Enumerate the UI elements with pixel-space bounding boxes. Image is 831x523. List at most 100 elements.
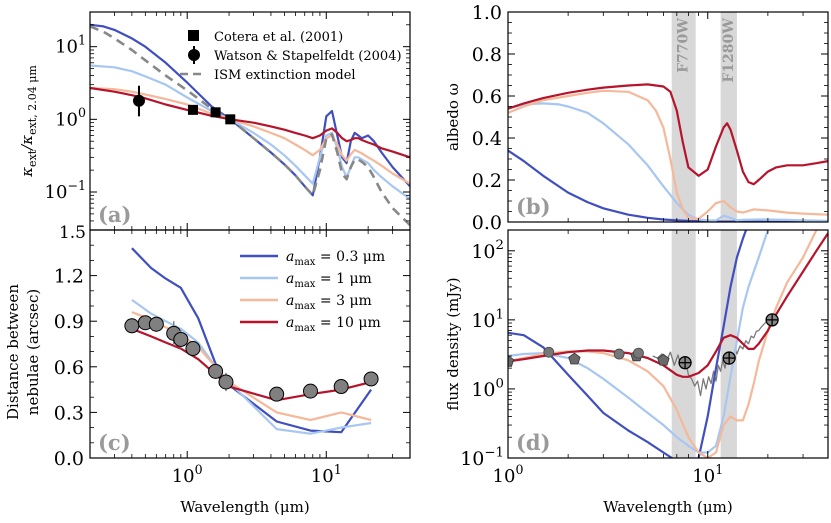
- panel-d-band-1: [720, 230, 737, 458]
- panel-c-xtick-label-1: 101: [311, 462, 342, 487]
- panel-a-series-3: [90, 86, 410, 159]
- panel-c-legend-sym-1: a: [286, 271, 294, 287]
- panel-c-legend-label-2: amax = 3 μm: [286, 293, 372, 312]
- panel-b-ylabel: albedo ω: [444, 83, 462, 151]
- panel-d-ytick-label-2: 101: [471, 307, 504, 332]
- panel-d-ytick-label-3-base: 10: [471, 241, 495, 263]
- panel-c-legend-sub-1: max: [294, 279, 315, 290]
- panel-a-ytick-label-1-base: 10: [55, 109, 78, 130]
- panel-d-panel-label: (d): [516, 430, 551, 455]
- panel-d-pentagon-point-0: [508, 354, 515, 367]
- x-axis-label-right-text: Wavelength (: [603, 498, 703, 516]
- panel-b-ytick-label-3: 0.6: [472, 86, 502, 108]
- panel-b-series-1: [508, 102, 828, 222]
- panel-a-ytick-label-1: 100: [55, 105, 86, 130]
- panel-a-series-2: [90, 86, 410, 185]
- axes-frames-layer: [89, 11, 829, 459]
- panel-a-ytick-label-0-exp: −1: [67, 178, 86, 193]
- panel-a-ylabel: κext/κext, 2.04 μm: [18, 65, 39, 178]
- panel-d-circle-point-0: [543, 346, 555, 358]
- panel-c-legend-val-3: = 10 μm: [315, 315, 380, 331]
- panel-d-ytick-label-0-base: 10: [460, 448, 484, 470]
- panel-c-xtick-label-0: 100: [172, 462, 203, 487]
- x-axis-label-right-unit: μm): [703, 498, 733, 516]
- panel-d-ytick-label-1-base: 10: [471, 379, 495, 401]
- panel-c-legend-sym-0: a: [286, 249, 294, 265]
- panel-c-legend-sub-0: max: [294, 257, 315, 268]
- panel-b-frame: [507, 11, 829, 223]
- panel-b-band-label-1: F1280W: [721, 18, 737, 83]
- panel-c-obs-point-8: [269, 386, 285, 402]
- panel-d-ytick-label-1: 100: [471, 376, 504, 401]
- panel-d-xtick-label-1-base: 10: [692, 466, 715, 487]
- panel-a-ytick-label-2-base: 10: [55, 37, 78, 58]
- panel-a-ytick-label-2: 101: [55, 33, 86, 58]
- panel-d-ytick-label-2-base: 10: [471, 310, 495, 332]
- panel-b-series-3: [508, 83, 828, 186]
- panel-a-cotera-point-1: [210, 107, 221, 118]
- panel-c-obs-point-4: [173, 331, 189, 347]
- panel-a-legend-label-0: Cotera et al. (2001): [214, 30, 343, 45]
- panel-d-ytick-label-0: 10−1: [460, 445, 504, 470]
- panel-b-ytick-label-5: 1.0: [472, 2, 502, 24]
- panel-d-ytick-label-2-exp: 1: [496, 307, 504, 322]
- panel-d-irs-spectrum: [652, 319, 769, 397]
- data-layer: [90, 23, 828, 458]
- panel-c-plot: [124, 247, 379, 435]
- panel-c-frame-rect: [89, 229, 411, 459]
- panel-a-legend-marker-0: [188, 30, 199, 41]
- panel-d-xtick-label-0-exp: 0: [515, 462, 523, 477]
- panel-c-legend-sub-2: max: [294, 301, 315, 312]
- panel-d-xtick-label-0-base: 10: [493, 466, 516, 487]
- panel-b-ytick-label-1: 0.2: [472, 170, 502, 192]
- panel-a-series-1: [90, 64, 410, 200]
- x-axis-label-right: Wavelength (μm): [603, 498, 732, 516]
- panel-a-ylabel-sub1: ext: [26, 149, 39, 167]
- panel-a-watson-point-0: [132, 94, 145, 107]
- panel-d-band-0: [671, 230, 696, 458]
- panel-d-xtick-label-1-exp: 1: [715, 462, 723, 477]
- panel-b-ytick-label-0: 0.0: [472, 212, 502, 234]
- panel-c-obs-point-6: [208, 363, 224, 379]
- panel-a-panel-label: (a): [98, 202, 131, 227]
- panel-d-xtick-label-0: 100: [493, 462, 524, 487]
- panel-c-legend-sym-3: a: [286, 315, 294, 331]
- panel-c-legend-label-0: amax = 0.3 μm: [286, 249, 385, 268]
- panel-d-ytick-label-3: 102: [471, 238, 504, 263]
- panel-c-legend-val-2: = 3 μm: [315, 293, 371, 309]
- panel-a-cotera-point-0: [187, 104, 198, 115]
- panel-c-panel-label: (c): [98, 430, 131, 455]
- panel-c-obs-point-9: [302, 383, 318, 399]
- panel-d-ytick-label-1-exp: 0: [496, 376, 504, 391]
- panel-b-panel-label: (b): [516, 194, 551, 219]
- panel-c-obs-point-11: [363, 371, 379, 387]
- panel-a-ylabel-slash: /κ: [18, 135, 36, 152]
- panel-d-series-0: [508, 230, 748, 458]
- panel-a-plot: [90, 23, 410, 227]
- panel-d-plot: [508, 230, 828, 458]
- panel-c-ytick-label-4: 1.2: [54, 266, 84, 288]
- panel-a-ytick-label-0-base: 10: [45, 182, 68, 203]
- panel-a-ytick-label-1-exp: 0: [78, 105, 86, 120]
- panel-c-obs-point-5: [185, 341, 201, 357]
- panel-c-obs-point-10: [333, 379, 349, 395]
- panel-c-obs-point-2: [148, 316, 164, 332]
- panel-a-legend-label-2: ISM extinction model: [214, 68, 356, 83]
- panel-a-ytick-label-0: 10−1: [45, 178, 86, 203]
- panel-d-circle-point-1: [613, 348, 625, 360]
- panel-c-legend-val-1: = 1 μm: [315, 271, 371, 287]
- filter-bands-layer: [671, 12, 737, 458]
- panel-d-bands: [671, 230, 737, 458]
- x-axis-label-left-text: Wavelength (: [180, 498, 280, 516]
- panel-c-ytick-label-3: 0.9: [54, 311, 84, 333]
- panel-c-legend-label-1: amax = 1 μm: [286, 271, 372, 290]
- panel-a-legend: Cotera et al. (2001) Watson & Stapelfeldt…: [180, 30, 402, 83]
- panel-c-ytick-label-1: 0.3: [54, 402, 84, 424]
- panel-a-series-0: [90, 23, 410, 197]
- panel-d-pentagon-point-1: [568, 352, 581, 365]
- panel-d-xticklabels: 100 101: [493, 462, 724, 487]
- panel-c-frame: [89, 229, 411, 459]
